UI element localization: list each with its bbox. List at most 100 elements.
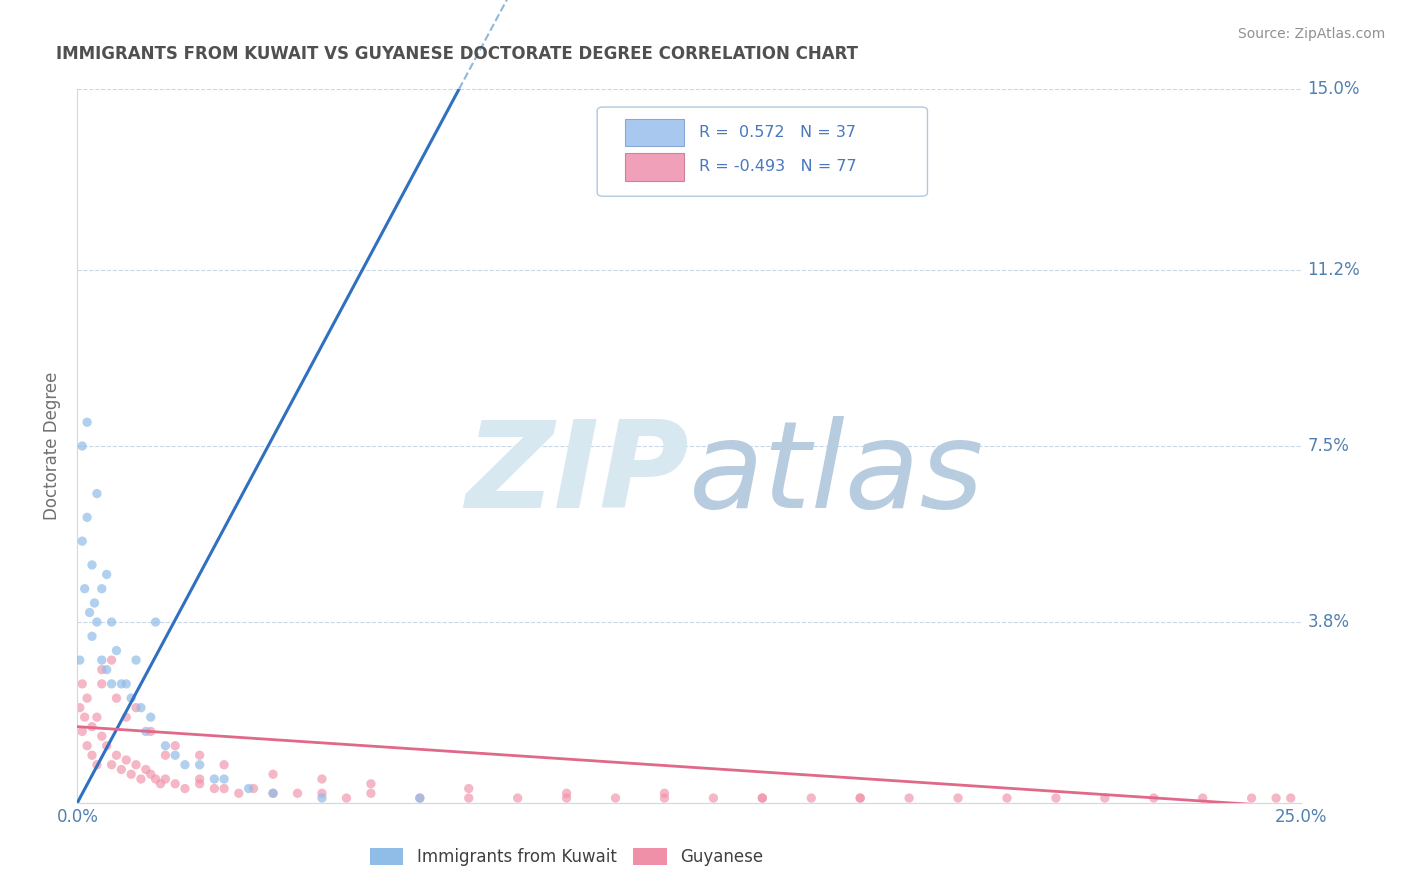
Point — [76, 691, 98, 706]
Point — [90, 729, 112, 743]
Point — [145, 615, 167, 629]
Point — [100, 677, 122, 691]
Text: Source: ZipAtlas.com: Source: ZipAtlas.com — [1237, 27, 1385, 41]
Point — [311, 791, 333, 805]
Point — [80, 720, 103, 734]
Point — [155, 772, 177, 786]
Point — [409, 791, 432, 805]
Point — [457, 781, 479, 796]
Point — [849, 791, 872, 805]
Text: R =  0.572   N = 37: R = 0.572 N = 37 — [699, 125, 856, 139]
Point — [155, 748, 177, 763]
Point — [86, 710, 108, 724]
Point — [800, 791, 823, 805]
Point — [202, 772, 225, 786]
Point — [139, 767, 162, 781]
Point — [409, 791, 432, 805]
Point — [70, 724, 93, 739]
Point — [100, 757, 122, 772]
Y-axis label: Doctorate Degree: Doctorate Degree — [44, 372, 62, 520]
Point — [287, 786, 309, 800]
Point — [96, 663, 118, 677]
Point — [90, 663, 112, 677]
Point — [212, 772, 235, 786]
Point — [115, 710, 138, 724]
Point — [1265, 791, 1288, 805]
Point — [262, 786, 284, 800]
Point — [96, 567, 118, 582]
Point — [96, 739, 118, 753]
Point — [149, 777, 172, 791]
Point — [135, 724, 157, 739]
Point — [1045, 791, 1067, 805]
Point — [80, 629, 103, 643]
Point — [702, 791, 724, 805]
Point — [86, 615, 108, 629]
Point — [86, 486, 108, 500]
Point — [555, 791, 578, 805]
Point — [457, 791, 479, 805]
FancyBboxPatch shape — [626, 153, 685, 180]
Point — [129, 700, 152, 714]
Point — [165, 739, 187, 753]
Point — [135, 763, 157, 777]
Point — [188, 772, 211, 786]
Point — [311, 772, 333, 786]
Legend: Immigrants from Kuwait, Guyanese: Immigrants from Kuwait, Guyanese — [364, 841, 769, 873]
Text: 11.2%: 11.2% — [1308, 261, 1361, 279]
Point — [605, 791, 627, 805]
Point — [76, 415, 98, 429]
Point — [125, 700, 148, 714]
Point — [335, 791, 357, 805]
Point — [125, 757, 148, 772]
Point — [105, 691, 128, 706]
Point — [262, 786, 284, 800]
Point — [165, 777, 187, 791]
Text: 3.8%: 3.8% — [1308, 613, 1350, 631]
Point — [311, 786, 333, 800]
Point — [174, 757, 197, 772]
Point — [654, 786, 676, 800]
Point — [110, 677, 132, 691]
Text: IMMIGRANTS FROM KUWAIT VS GUYANESE DOCTORATE DEGREE CORRELATION CHART: IMMIGRANTS FROM KUWAIT VS GUYANESE DOCTO… — [56, 45, 858, 62]
Point — [1094, 791, 1116, 805]
Point — [90, 582, 112, 596]
Text: R = -0.493   N = 77: R = -0.493 N = 77 — [699, 159, 856, 174]
Point — [139, 710, 162, 724]
Point — [70, 534, 93, 549]
Point — [188, 748, 211, 763]
Point — [751, 791, 773, 805]
Point — [105, 643, 128, 657]
Point — [898, 791, 921, 805]
Point — [115, 677, 138, 691]
Point — [174, 781, 197, 796]
Point — [105, 748, 128, 763]
Point — [120, 691, 142, 706]
Point — [80, 748, 103, 763]
Point — [90, 653, 112, 667]
Point — [69, 700, 91, 714]
Point — [86, 757, 108, 772]
Point — [110, 763, 132, 777]
Point — [120, 767, 142, 781]
Point — [100, 653, 122, 667]
Point — [125, 653, 148, 667]
Text: ZIP: ZIP — [465, 416, 689, 533]
Point — [242, 781, 264, 796]
FancyBboxPatch shape — [598, 107, 928, 196]
Point — [70, 439, 93, 453]
Point — [100, 615, 122, 629]
Point — [202, 781, 225, 796]
Point — [73, 710, 96, 724]
Point — [70, 677, 93, 691]
Point — [995, 791, 1018, 805]
Point — [79, 606, 101, 620]
Point — [188, 757, 211, 772]
Point — [751, 791, 773, 805]
Point — [228, 786, 250, 800]
Point — [139, 724, 162, 739]
Point — [73, 582, 96, 596]
Point — [129, 772, 152, 786]
Point — [262, 767, 284, 781]
Point — [188, 777, 211, 791]
